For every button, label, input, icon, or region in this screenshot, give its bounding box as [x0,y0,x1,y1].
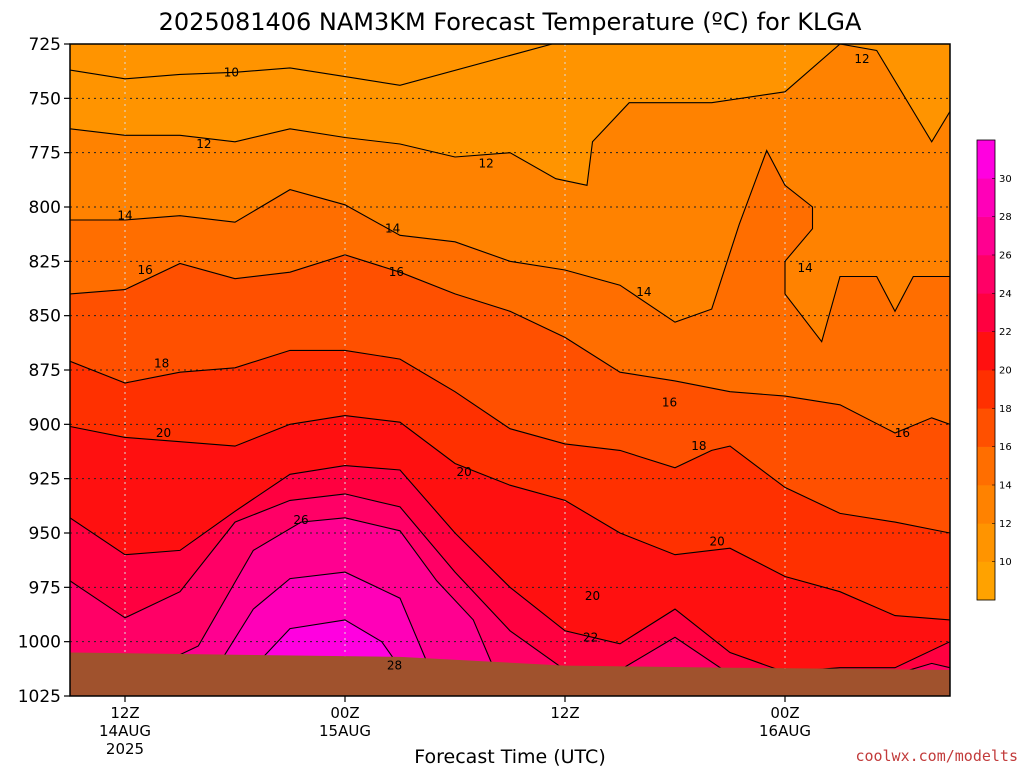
isotherm-10 [70,44,553,86]
y-tick-label-975: 975 [29,578,61,598]
contour-label-16: 16 [389,265,404,279]
contour-label-16: 16 [895,426,910,440]
isotherm-18 [70,349,950,534]
y-tick-label-850: 850 [29,307,61,327]
contour-label-16: 16 [138,263,153,277]
colorbar-swatch [977,485,995,524]
contour-label-26: 26 [293,513,308,527]
colorbar-swatch [977,561,995,601]
isotherm-28 [216,571,429,668]
contour-label-18: 18 [691,439,706,453]
y-tick-label-825: 825 [29,252,61,272]
contour-label-20: 20 [710,535,725,549]
colorbar-label: 16 [999,442,1012,453]
isotherm-16 [70,254,950,434]
contour-label-22: 22 [583,630,598,644]
y-tick-label-800: 800 [29,198,61,218]
y-axis: 725 750 775 800 825 850 875 900 925 950 975 1000 102… [18,35,70,707]
colorbar-swatch [977,370,995,409]
contour-label-28: 28 [387,659,402,673]
contour-label-18: 18 [154,356,169,370]
colorbar-swatch [977,216,995,256]
contour-label-20: 20 [156,426,171,440]
contour-label-10: 10 [224,65,239,79]
x-tick-label: 14AUG [99,722,151,740]
contour-label-20: 20 [585,589,600,603]
contour-label-12: 12 [479,157,494,171]
x-tick-label: 12Z [110,704,139,722]
colorbar-label: 12 [999,519,1012,530]
y-tick-label-750: 750 [29,89,61,109]
colorbar-swatch [977,408,995,447]
colorbar-label: 10 [999,557,1012,568]
contour-label-14: 14 [798,261,813,275]
colorbar-swatch [977,255,995,294]
x-tick-label: 2025 [106,740,144,758]
y-tick-label-900: 900 [29,415,61,435]
terrain-fill [70,652,950,696]
contour-label-14: 14 [955,298,970,312]
contour-label-12: 12 [854,52,869,66]
colorbar-swatch [977,293,995,332]
chart-title: 2025081406 NAM3KM Forecast Temperature (… [159,8,862,36]
x-tick-label: 12Z [550,704,579,722]
gridlines [70,44,950,696]
credit-link[interactable]: coolwx.com/modelts [855,747,1018,765]
y-tick-label-950: 950 [29,524,61,544]
x-tick-label: 15AUG [319,722,371,740]
y-tick-label-925: 925 [29,470,61,490]
y-tick-label-725: 725 [29,35,61,55]
contour-label-14: 14 [636,285,651,299]
colorbar-label: 22 [999,327,1012,338]
colorbar-label: 30 [999,174,1012,185]
isotherm-30 [252,619,401,669]
y-tick-label-775: 775 [29,144,61,164]
contour-label-12: 12 [196,137,211,151]
x-tick-label: 16AUG [759,722,811,740]
terrain [70,652,950,696]
contour-label-14: 14 [117,209,132,223]
colorbar-swatch [977,331,995,371]
colorbar-label: 20 [999,366,1012,377]
plot-area: 10 12 12 12 14 14 14 14 14 16 16 16 16 18 18 20 20 20 20 22… [70,44,970,696]
contour-label-20: 20 [457,465,472,479]
colorbar-label: 18 [999,404,1012,415]
colorbar-label: 24 [999,289,1012,300]
colorbar-swatch [977,523,995,562]
colorbar-label: 28 [999,212,1012,223]
isotherm-14 [70,149,950,343]
colorbar-label: 14 [999,481,1012,492]
contour-label-14: 14 [385,222,400,236]
x-axis-title: Forecast Time (UTC) [414,746,605,768]
colorbar: 10 12 14 16 18 20 22 24 26 28 30 [976,139,1012,601]
colorbar-label: 26 [999,251,1012,262]
x-tick-label: 00Z [330,704,359,722]
colorbar-swatch [977,446,995,486]
isotherm-26 [161,517,493,664]
contour-labels: 10 12 12 12 14 14 14 14 14 16 16 16 16 18 18 20 20 20 20 22… [117,52,970,673]
y-tick-label-1025: 1025 [18,687,61,707]
colorbar-swatch [977,140,995,179]
contour-label-16: 16 [662,396,677,410]
colorbar-swatch [977,178,995,217]
y-tick-label-875: 875 [29,361,61,381]
y-tick-label-1000: 1000 [18,633,61,653]
isotherm-12 [70,44,950,186]
isotherm-contours [70,44,950,675]
isotherm-20 [70,415,950,621]
x-tick-label: 00Z [770,704,799,722]
